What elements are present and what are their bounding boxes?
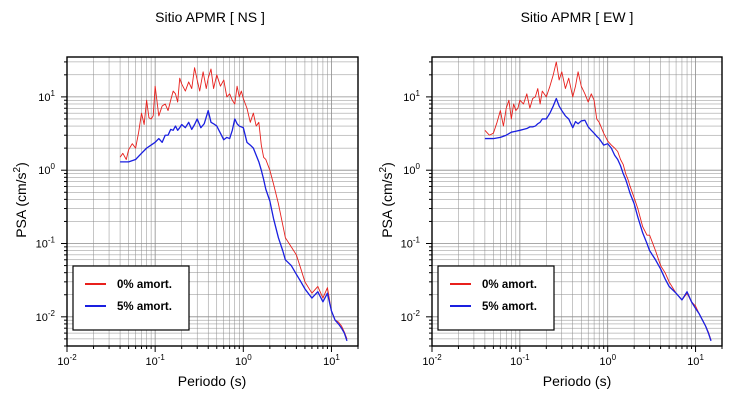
legend: 0% amort. 5% amort. [437,265,555,331]
tick-base: 10 [510,356,522,368]
legend: 0% amort. 5% amort. [72,265,190,331]
tick-exponent: 0 [51,162,56,171]
x-tick-label: 100 [599,353,616,368]
tick-base: 10 [403,92,415,104]
tick-exponent: -2 [48,309,56,318]
tick-base: 10 [36,239,48,251]
grid [66,57,359,347]
y-tick-label: 10-1 [36,236,56,251]
x-tick-label: 10-1 [510,353,530,368]
plot-frame [431,56,723,347]
tick-base: 10 [145,356,157,368]
tick-base: 10 [38,165,50,177]
x-tick-label: 101 [323,353,340,368]
tick-base: 10 [687,356,699,368]
y-label-end: ) [379,162,395,167]
legend-label: 5% amort. [117,301,172,313]
tick-base: 10 [323,356,335,368]
x-tick-label: 10-2 [422,353,442,368]
tick-base: 10 [235,356,247,368]
tick-base: 10 [422,356,434,368]
y-axis-label: PSA (cm/s2) [378,162,395,238]
tick-exponent: 0 [612,353,617,362]
tick-base: 10 [36,312,48,324]
y-label-superscript: 2 [12,166,23,172]
tick-exponent: -1 [522,353,530,362]
x-tick-label: 100 [235,353,252,368]
y-tick-label: 10-1 [401,236,421,251]
series-line-blue [484,97,712,342]
tick-exponent: -1 [48,236,56,245]
plot-frame [66,56,359,347]
y-tick-label: 100 [403,162,420,177]
x-tick-label: 10-1 [145,353,165,368]
tick-exponent: -2 [435,353,443,362]
tick-base: 10 [599,356,611,368]
y-tick-label: 101 [38,89,55,104]
series-line-blue [120,109,348,342]
tick-base: 10 [401,312,413,324]
x-tick-label: 10-2 [57,353,77,368]
tick-exponent: 0 [416,162,421,171]
tick-exponent: -1 [413,236,421,245]
legend-label: 0% amort. [482,279,537,291]
y-label-main: PSA (cm/s [13,172,29,237]
chart-title: Sitio APMR [ NS ] [155,9,265,25]
tick-base: 10 [403,165,415,177]
legend-label: 5% amort. [482,301,537,313]
tick-exponent: 1 [51,89,56,98]
chart-title: Sitio APMR [ EW ] [521,9,634,25]
y-tick-label: 100 [38,162,55,177]
tick-base: 10 [38,92,50,104]
series-line-red [119,67,348,340]
tick-exponent: -1 [158,353,166,362]
tick-exponent: 1 [416,89,421,98]
tick-exponent: 1 [335,353,340,362]
x-axis-label: Periodo (s) [543,373,611,389]
y-axis-label: PSA (cm/s2) [12,162,29,238]
y-label-superscript: 2 [378,166,389,172]
y-tick-label: 10-2 [401,309,421,324]
y-label-end: ) [13,162,29,167]
legend-box [72,265,190,331]
tick-exponent: -2 [413,309,421,318]
y-tick-label: 10-2 [36,309,56,324]
tick-base: 10 [401,239,413,251]
y-tick-label: 101 [403,89,420,104]
tick-exponent: -2 [70,353,78,362]
x-axis-label: Periodo (s) [178,373,246,389]
series-line-red [484,61,712,341]
x-tick-label: 101 [687,353,704,368]
legend-box [437,265,555,331]
y-label-main: PSA (cm/s [379,172,395,237]
tick-base: 10 [57,356,69,368]
legend-label: 0% amort. [117,279,172,291]
tick-exponent: 0 [247,353,252,362]
tick-exponent: 1 [699,353,704,362]
